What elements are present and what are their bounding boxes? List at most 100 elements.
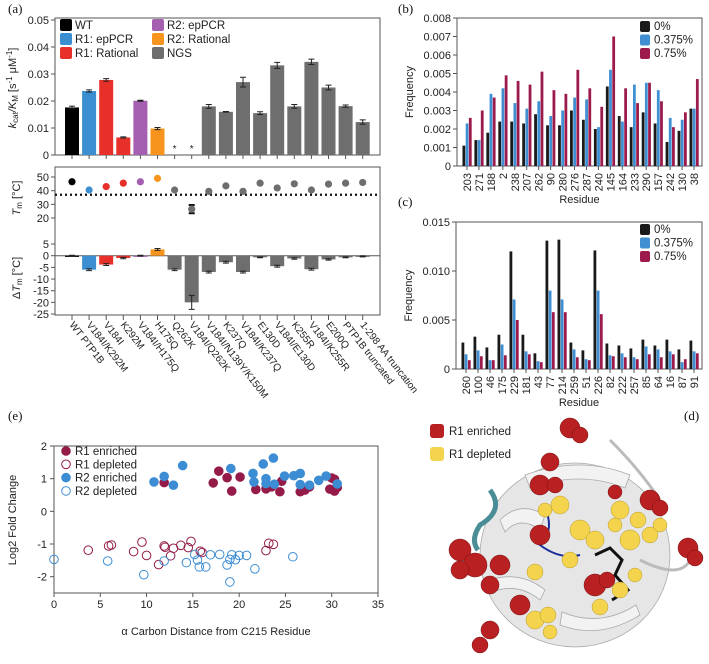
legend-swatch bbox=[152, 19, 164, 31]
bar-frequency bbox=[464, 354, 468, 369]
tm-point bbox=[290, 180, 298, 188]
legend-label: R2: epPCR bbox=[167, 20, 225, 32]
bar-frequency bbox=[528, 84, 532, 166]
bar-kcat-km bbox=[338, 106, 353, 155]
bar-frequency bbox=[557, 239, 561, 369]
residue-label: 238 bbox=[510, 173, 522, 191]
bar-delta-tm bbox=[184, 255, 199, 303]
error-bar bbox=[69, 254, 75, 257]
pc-frame bbox=[455, 221, 703, 370]
bar-frequency bbox=[533, 353, 537, 369]
legend-label: 0.75% bbox=[654, 48, 687, 60]
bar-frequency bbox=[563, 312, 567, 369]
scatter-point bbox=[181, 557, 192, 568]
bar-frequency bbox=[584, 359, 588, 369]
legend-swatch bbox=[640, 34, 650, 46]
bar-kcat-km bbox=[99, 79, 114, 155]
y-tick-label: -25 bbox=[33, 309, 49, 321]
residue-label: 85 bbox=[641, 376, 653, 388]
residue-label: 82 bbox=[605, 376, 617, 388]
residue-label: 157 bbox=[653, 173, 665, 191]
y-tick-label: 1 bbox=[41, 474, 47, 486]
bar-frequency bbox=[575, 357, 579, 369]
panel-b: 0 0.001 0.002 0.003 0.004 0.005 0.006 0.007 0.00… bbox=[404, 13, 703, 206]
bar-frequency bbox=[695, 79, 699, 166]
bar-frequency bbox=[660, 101, 663, 166]
bar-kcat-km bbox=[270, 65, 285, 155]
a-top-ylabel: kcat/KM [s-1 μM-1] bbox=[5, 48, 20, 129]
bar-frequency bbox=[549, 116, 553, 166]
legend-swatch bbox=[60, 33, 72, 45]
residue-label: 64 bbox=[653, 376, 665, 388]
y-tick-label: 0.01 bbox=[28, 123, 49, 135]
y-tick-label: 2 bbox=[41, 441, 47, 453]
scatter-point bbox=[201, 562, 211, 572]
bar-kcat-km bbox=[150, 128, 165, 155]
ylabel-part: -1 bbox=[5, 50, 14, 58]
scatter-point bbox=[213, 466, 224, 476]
bar-frequency bbox=[695, 353, 699, 369]
error-bar bbox=[222, 260, 229, 264]
scatter-point bbox=[226, 463, 236, 474]
error-bar bbox=[154, 126, 161, 131]
y-tick-label: 0.03 bbox=[28, 69, 49, 81]
ylabel-part: ] bbox=[7, 48, 19, 51]
legend-label: R2 enriched bbox=[75, 473, 137, 485]
residue-label: 164 bbox=[617, 173, 629, 191]
bar-kcat-km bbox=[253, 113, 268, 155]
bar-delta-tm bbox=[167, 255, 182, 270]
y-tick-label: -2 bbox=[37, 572, 47, 584]
bar-frequency bbox=[672, 127, 675, 166]
error-bar bbox=[188, 294, 195, 310]
tm-point bbox=[171, 186, 179, 194]
bar-frequency bbox=[635, 359, 639, 369]
residue-label: 145 bbox=[605, 173, 617, 191]
scatter-point bbox=[137, 537, 147, 547]
scatter-point bbox=[189, 549, 200, 560]
residue-label: 46 bbox=[485, 376, 497, 388]
bar-frequency bbox=[593, 250, 597, 369]
bar-frequency bbox=[608, 355, 612, 369]
y-tick-label: 0.003 bbox=[423, 106, 451, 118]
y-tick-label: 0.02 bbox=[28, 96, 49, 108]
residue-label: 259 bbox=[569, 376, 581, 394]
bar-frequency bbox=[581, 119, 585, 166]
e-frame bbox=[53, 445, 379, 594]
y-tick-label: 30 bbox=[37, 199, 49, 211]
bar-frequency bbox=[620, 353, 624, 369]
tm-point bbox=[359, 178, 367, 187]
legend-swatch bbox=[152, 47, 164, 59]
error-bar bbox=[205, 104, 212, 109]
tm-point bbox=[85, 186, 93, 194]
ylabel-part: /K bbox=[7, 101, 19, 113]
tm-point bbox=[273, 184, 281, 192]
y-tick-label: 0.005 bbox=[423, 69, 451, 81]
y-axis-label: Log2 Fold Change bbox=[7, 475, 19, 566]
scatter-point bbox=[269, 479, 280, 490]
error-bar bbox=[120, 136, 127, 139]
bar-frequency bbox=[510, 121, 514, 166]
tm-point bbox=[153, 174, 162, 182]
legend-swatch bbox=[640, 251, 650, 262]
y-tick-label: 0.015 bbox=[422, 217, 450, 229]
bar-frequency bbox=[647, 354, 651, 369]
scatter-point bbox=[83, 545, 94, 556]
bar-frequency bbox=[516, 80, 520, 166]
error-bar bbox=[257, 111, 264, 115]
ylabel-part: m bbox=[15, 278, 24, 285]
scatter-point bbox=[275, 486, 285, 497]
bar-frequency bbox=[641, 339, 645, 369]
residue-label: 222 bbox=[617, 376, 629, 394]
bar-frequency bbox=[561, 110, 565, 166]
residue-label: 226 bbox=[593, 376, 605, 394]
residue-label: 2 bbox=[498, 173, 510, 179]
scatter-point bbox=[261, 473, 271, 484]
bar-delta-tm bbox=[270, 255, 285, 267]
bar-frequency bbox=[653, 123, 657, 166]
a-top-frame bbox=[54, 17, 381, 156]
legend-label: 0.375% bbox=[654, 238, 693, 250]
scatter-point bbox=[183, 542, 194, 553]
bar-frequency bbox=[552, 90, 556, 166]
scatter-point bbox=[177, 460, 188, 471]
scatter-point bbox=[214, 549, 225, 560]
